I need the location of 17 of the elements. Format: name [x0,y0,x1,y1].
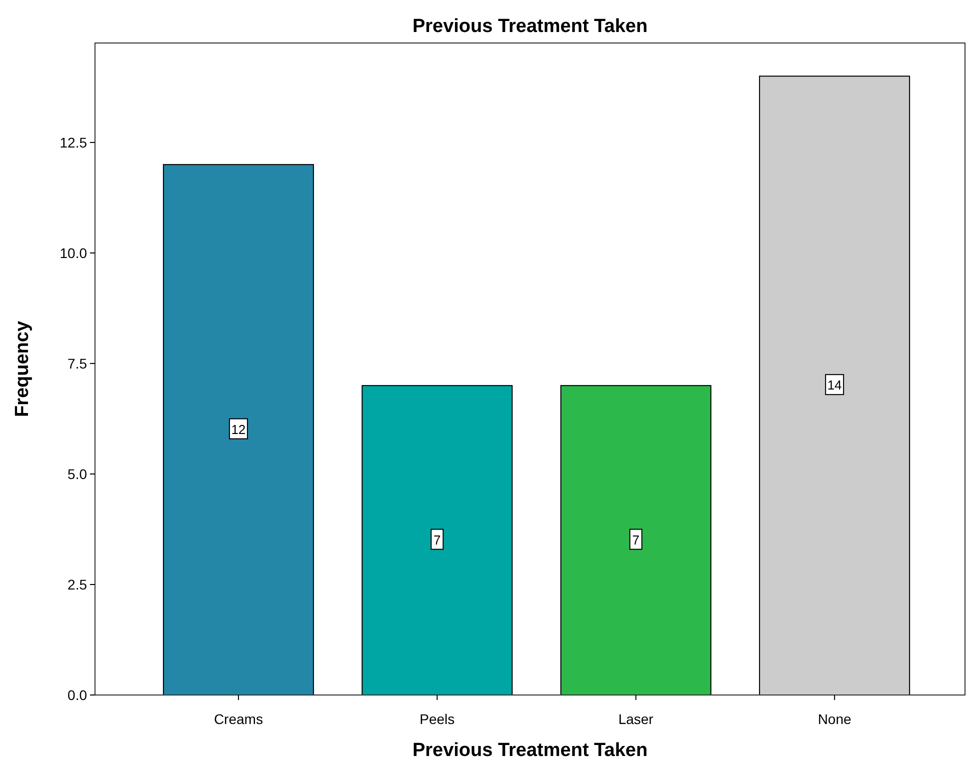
x-axis-title: Previous Treatment Taken [412,740,648,761]
x-tick-label: Creams [214,711,263,727]
data-label: 14 [827,378,842,393]
x-tick-label: None [818,711,852,727]
chart-title: Previous Treatment Taken [412,16,648,37]
y-tick-label: 7.5 [68,355,88,372]
data-label: 7 [434,532,441,548]
y-tick-label: 10.0 [60,244,88,261]
y-axis-title: Frequency [12,320,33,418]
x-tick-label: Peels [420,711,455,727]
y-tick-label: 0.0 [68,687,88,703]
y-tick-label: 12.5 [60,134,88,150]
data-label: 7 [632,532,640,548]
data-label: 12 [231,422,246,437]
y-tick-label: 2.5 [68,576,88,592]
x-tick-label: Laser [618,711,654,727]
y-tick-label: 5.0 [68,466,88,482]
